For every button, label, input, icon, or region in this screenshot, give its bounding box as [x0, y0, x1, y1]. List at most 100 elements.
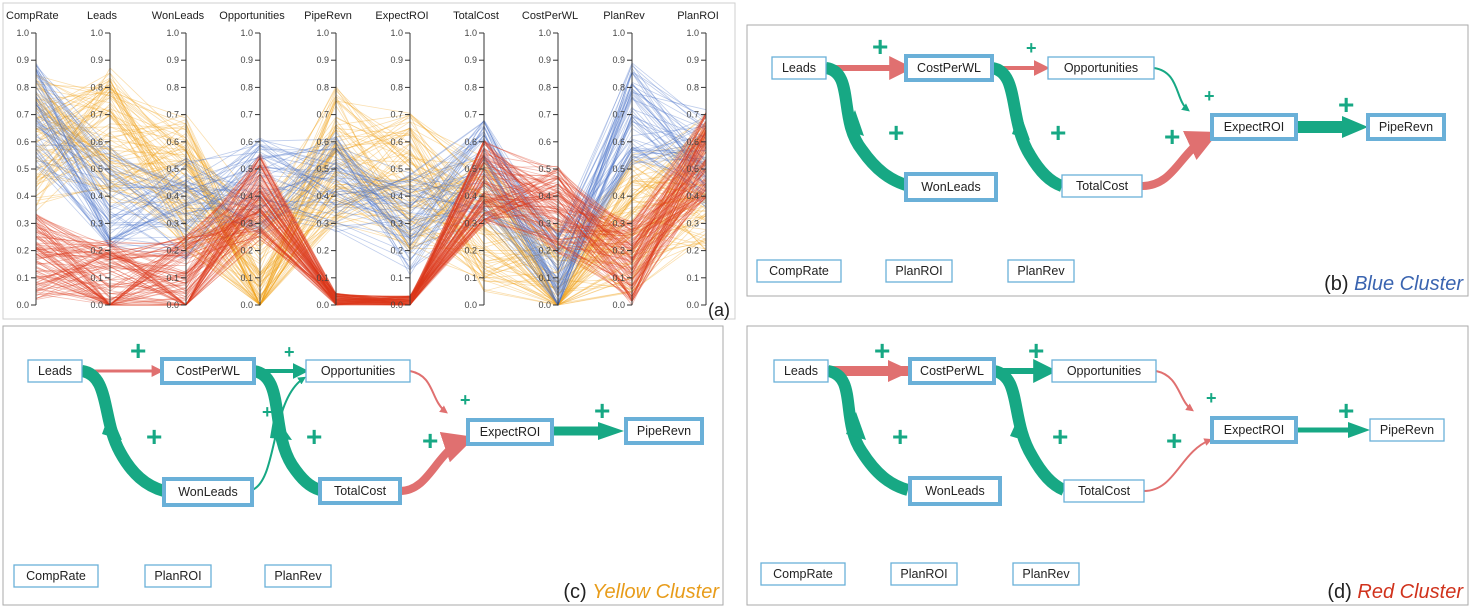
- blue-cluster-polyline: [35, 133, 707, 292]
- node-expectroi: [466, 418, 554, 446]
- red-cluster-polyline: [35, 138, 707, 306]
- tick-label: 1.0: [538, 28, 551, 38]
- yellow-cluster-polyline: [35, 83, 707, 256]
- tick-label: 0.2: [316, 246, 329, 256]
- panel-b-caption-name: Blue Cluster: [1354, 273, 1464, 295]
- yellow-cluster-polyline: [35, 75, 707, 306]
- tick-label: 0.0: [240, 300, 253, 310]
- blue-cluster-polyline: [35, 62, 707, 242]
- tick-label: 1.0: [464, 28, 477, 38]
- red-cluster-polyline: [35, 142, 707, 301]
- tick-label: 0.5: [612, 164, 625, 174]
- tick-label: 0.9: [538, 55, 551, 65]
- tick-label: 0.3: [686, 218, 699, 228]
- red-cluster-polyline: [35, 137, 707, 306]
- blue-cluster-polyline: [35, 98, 707, 295]
- yellow-cluster-polyline: [35, 97, 707, 299]
- yellow-cluster-polyline: [35, 80, 707, 297]
- tick-label: 0.3: [612, 218, 625, 228]
- tick-label: 0.0: [464, 300, 477, 310]
- red-cluster-polyline: [35, 168, 707, 306]
- yellow-cluster-polyline: [35, 87, 707, 306]
- red-cluster-polyline: [35, 121, 707, 306]
- blue-cluster-polyline: [35, 83, 707, 273]
- tick-label: 0.7: [90, 110, 103, 120]
- blue-cluster-polyline: [35, 81, 707, 260]
- edge-costperwl-totalcost-arrow: [1010, 414, 1030, 442]
- tick-label: 0.2: [16, 246, 29, 256]
- yellow-cluster-polyline: [35, 104, 707, 306]
- yellow-cluster-polyline: [35, 87, 707, 306]
- axis-label: PlanRev: [603, 10, 645, 22]
- red-cluster-polyline: [35, 122, 707, 301]
- edge-expectroi-piperevn-arrow: [1348, 422, 1370, 438]
- panel-d-caption: (d) Red Cluster: [1327, 581, 1464, 603]
- parallel-coordinates-axes: CompRate 0.0 0.1 0.2 0.3 0.4 0.5 0.6 0.7 0.8 0.9 1.…: [6, 10, 719, 310]
- node-costperwl-label: CostPerWL: [176, 364, 240, 378]
- tick-label: 0.6: [538, 137, 551, 147]
- tick-label: 0.6: [16, 137, 29, 147]
- yellow-cluster-polyline: [35, 106, 707, 291]
- plus-sign: +: [306, 421, 322, 452]
- panel-d-edges: [826, 359, 1370, 496]
- edge-opportunities-expectroi: [1153, 67, 1190, 112]
- red-cluster-polyline: [35, 142, 707, 306]
- node-expectroi: [1210, 416, 1298, 444]
- tick-label: 1.0: [612, 28, 625, 38]
- red-cluster-polyline: [35, 141, 707, 304]
- tick-label: 0.5: [16, 164, 29, 174]
- tick-label: 0.9: [16, 55, 29, 65]
- panel-c-frame: [2, 325, 724, 606]
- node-planrev-label: PlanRev: [1017, 264, 1065, 278]
- red-cluster-polyline: [35, 151, 707, 304]
- panel-c-caption-name: Yellow Cluster: [592, 581, 720, 603]
- blue-cluster-polyline: [35, 92, 707, 272]
- plus-sign: +: [1338, 395, 1354, 426]
- red-cluster-polyline: [35, 111, 707, 306]
- tick-label: 0.7: [390, 110, 403, 120]
- parallel-coordinates-lines: [35, 62, 707, 307]
- blue-cluster-polyline: [35, 100, 707, 276]
- yellow-cluster-polyline: [35, 113, 707, 251]
- yellow-cluster-polyline: [35, 119, 707, 270]
- edge-leads-wonleads-arrow: [846, 110, 864, 136]
- tick-label: 0.8: [16, 82, 29, 92]
- red-cluster-polyline: [35, 145, 707, 305]
- yellow-cluster-polyline: [35, 121, 707, 306]
- tick-label: 0.8: [538, 82, 551, 92]
- red-cluster-polyline: [35, 143, 707, 305]
- yellow-cluster-polyline: [35, 89, 707, 306]
- yellow-cluster-polyline: [35, 91, 707, 306]
- red-cluster-polyline: [35, 166, 707, 305]
- red-cluster-polyline: [35, 156, 707, 306]
- red-cluster-polyline: [35, 147, 707, 306]
- tick-label: 0.2: [166, 246, 179, 256]
- red-cluster-polyline: [35, 188, 707, 303]
- blue-cluster-polyline: [35, 63, 707, 296]
- red-cluster-polyline: [35, 140, 707, 306]
- blue-cluster-polyline: [35, 72, 707, 247]
- yellow-cluster-polyline: [35, 125, 707, 294]
- tick-label: 0.0: [390, 300, 403, 310]
- node-totalcost: [318, 477, 402, 505]
- red-cluster-polyline: [35, 116, 707, 306]
- node-opportunities: [1051, 359, 1157, 383]
- axis-label: TotalCost: [453, 10, 499, 22]
- red-cluster-polyline: [35, 124, 707, 304]
- node-planrev-label: PlanRev: [1022, 567, 1070, 581]
- tick-label: 0.6: [464, 137, 477, 147]
- blue-cluster-polyline: [35, 79, 707, 270]
- blue-cluster-polyline: [35, 81, 707, 289]
- tick-label: 0.5: [90, 164, 103, 174]
- node-opportunities-label: Opportunities: [321, 364, 395, 378]
- node-leads-label: Leads: [782, 61, 816, 75]
- yellow-cluster-polyline: [35, 77, 707, 306]
- node-totalcost: [1061, 174, 1143, 198]
- red-cluster-polyline: [35, 158, 707, 306]
- tick-label: 0.8: [316, 82, 329, 92]
- yellow-cluster-polyline: [35, 79, 707, 276]
- blue-cluster-polyline: [35, 71, 707, 304]
- blue-cluster-polyline: [35, 143, 707, 266]
- tick-label: 0.1: [166, 273, 179, 283]
- red-cluster-polyline: [35, 173, 707, 306]
